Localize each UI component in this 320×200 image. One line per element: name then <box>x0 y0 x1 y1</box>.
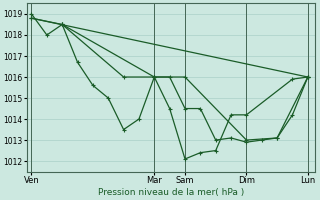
X-axis label: Pression niveau de la mer( hPa ): Pression niveau de la mer( hPa ) <box>98 188 244 197</box>
